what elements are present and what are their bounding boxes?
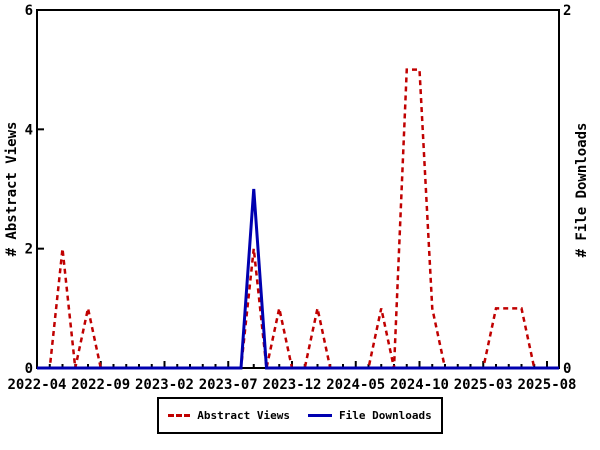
right-axis-title: # File Downloads (574, 122, 590, 258)
x-tick-label: 2024-05 (326, 377, 385, 393)
legend-label-abstract-views: Abstract Views (197, 409, 290, 422)
legend: Abstract Views File Downloads (157, 397, 443, 434)
plot-border (36, 9, 560, 369)
abstract-views-line (37, 68, 559, 370)
legend-item-file-downloads: File Downloads (308, 409, 432, 422)
left-axis-title: # Abstract Views (4, 121, 20, 257)
x-tick-label: 2023-12 (262, 377, 321, 393)
y-left-tick-label: 6 (25, 3, 33, 19)
legend-label-file-downloads: File Downloads (339, 409, 432, 422)
file-downloads-line (37, 188, 559, 370)
y-right-tick-label: 0 (563, 361, 571, 377)
x-tick-label: 2023-07 (199, 377, 258, 393)
legend-item-abstract-views: Abstract Views (168, 409, 290, 422)
x-tick-label: 2022-09 (71, 377, 130, 393)
abstract-views-line-sample (168, 414, 191, 417)
x-tick-label: 2023-02 (135, 377, 194, 393)
y-left-tick-label: 2 (25, 242, 33, 258)
x-tick-label: 2022-04 (7, 377, 66, 393)
x-tick-label: 2025-03 (454, 377, 513, 393)
y-right-tick-label: 2 (563, 3, 571, 19)
x-tick-label: 2025-08 (517, 377, 576, 393)
y-left-tick-label: 4 (25, 122, 33, 138)
file-downloads-line-sample (308, 414, 332, 417)
x-tick-label: 2024-10 (390, 377, 449, 393)
y-left-tick-label: 0 (25, 361, 33, 377)
